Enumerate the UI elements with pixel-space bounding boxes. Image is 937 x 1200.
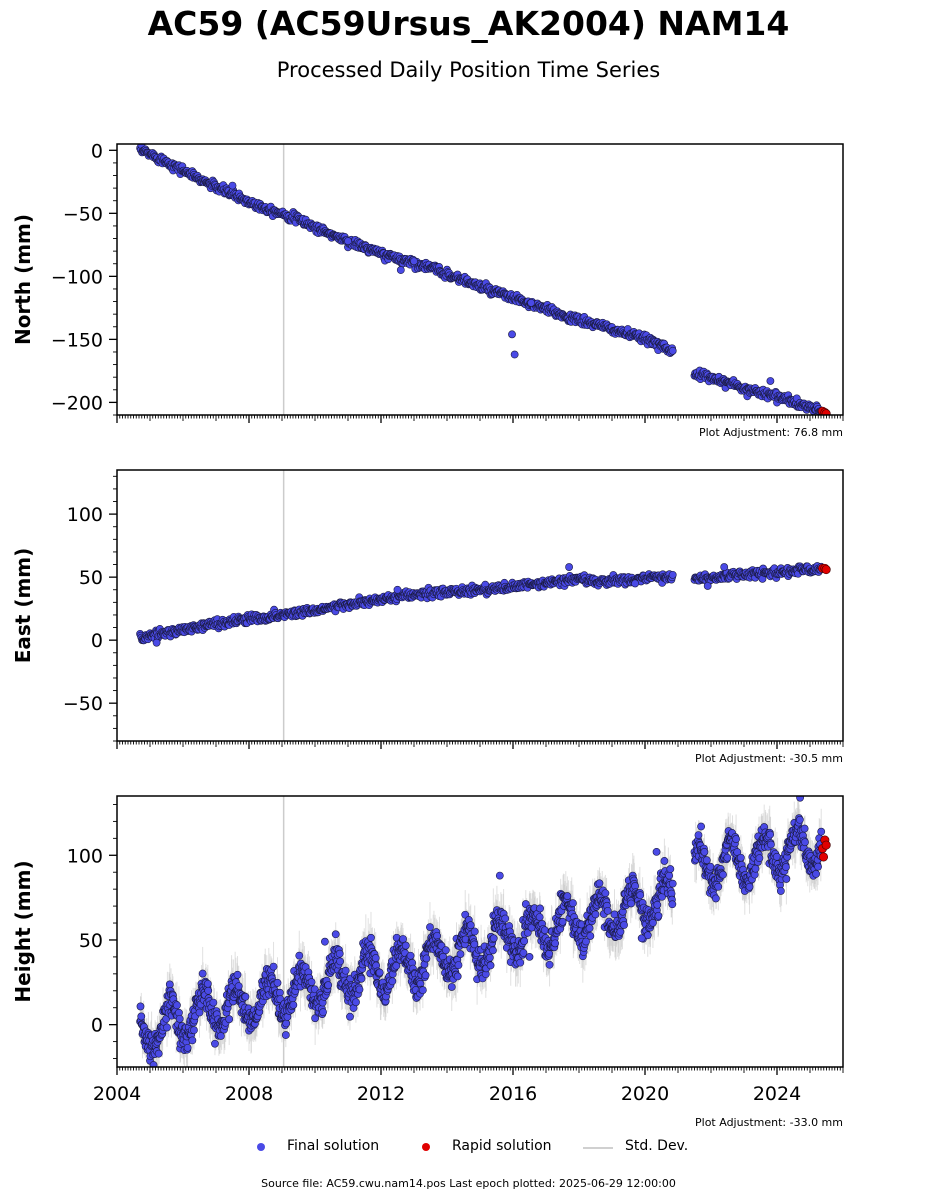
final-point <box>289 1001 298 1009</box>
final-point <box>273 978 282 987</box>
final-point-outlier <box>766 377 775 385</box>
final-point-outlier <box>344 237 352 245</box>
final-point <box>190 1026 198 1035</box>
final-point <box>399 935 407 943</box>
final-point <box>183 1043 192 1052</box>
final-point <box>668 346 677 355</box>
final-point <box>188 1036 197 1045</box>
plot-adjustment: Plot Adjustment: 76.8 mm <box>699 426 843 439</box>
x-ticks <box>116 741 844 749</box>
final-point-outlier <box>631 579 639 588</box>
rapid-point <box>821 565 831 575</box>
final-point <box>401 941 410 950</box>
final-point-outlier <box>510 350 519 359</box>
final-point <box>175 1014 184 1023</box>
final-point-outlier <box>703 582 712 590</box>
final-point <box>341 966 350 975</box>
plot-area <box>136 470 831 741</box>
final-point <box>198 969 207 978</box>
y-axis-label: North (mm) <box>11 214 35 345</box>
final-point <box>203 979 212 988</box>
north-panel: 0 −50 −100 −150 −200 North (mm) Plot Adjustmen… <box>11 140 844 439</box>
plot-area <box>136 796 831 1067</box>
final-point <box>371 954 380 962</box>
final-point-outlier <box>152 638 161 647</box>
final-point <box>211 1039 219 1048</box>
final-point <box>154 1049 163 1058</box>
east-panel: 100 50 0 −50 East (mm) Plot Adjustment: -30.5… <box>11 469 844 765</box>
y-tick-label: −50 <box>63 693 103 715</box>
final-point <box>136 1002 145 1011</box>
final-point <box>406 951 415 960</box>
std-dev-bars <box>139 799 822 1067</box>
final-point <box>388 977 397 986</box>
final-point <box>668 570 677 579</box>
final-point <box>149 1061 158 1067</box>
final-point-outlier <box>228 181 237 190</box>
final-point-outlier <box>720 563 729 571</box>
final-point <box>163 1023 171 1032</box>
final-point-outlier <box>527 298 536 307</box>
final-point-outlier <box>393 585 402 594</box>
final-point <box>233 970 242 979</box>
y-axis-label: East (mm) <box>11 548 35 664</box>
final-point <box>375 968 384 977</box>
final-point <box>165 980 174 989</box>
final-point <box>282 1019 291 1028</box>
final-point <box>173 1001 181 1010</box>
final-points <box>136 144 826 415</box>
y-tick-label: 100 <box>67 504 103 526</box>
final-point <box>195 1008 204 1017</box>
x-ticks <box>116 415 844 423</box>
final-point <box>367 933 375 942</box>
final-point <box>335 949 344 958</box>
final-point <box>295 951 304 960</box>
y-tick-label: 0 <box>91 140 103 162</box>
y-tick-label: −200 <box>51 392 103 414</box>
plot-area <box>136 144 831 415</box>
y-ticks <box>109 149 117 416</box>
rapid-point <box>821 409 831 415</box>
y-tick-label: 50 <box>79 567 103 589</box>
final-point <box>209 998 218 1007</box>
final-point <box>336 957 344 966</box>
final-point <box>319 1008 327 1017</box>
final-point-outlier <box>396 266 405 274</box>
final-point <box>234 982 243 991</box>
final-point <box>241 992 250 1001</box>
final-point <box>331 930 340 939</box>
final-point <box>352 998 360 1007</box>
y-ticks <box>109 475 117 742</box>
final-point <box>324 981 333 990</box>
final-point <box>355 985 364 994</box>
final-point <box>137 1012 146 1021</box>
final-points <box>136 796 826 1067</box>
final-point <box>392 961 401 970</box>
plot-adjustment: Plot Adjustment: -30.5 mm <box>695 752 843 765</box>
final-point <box>310 985 319 994</box>
final-point <box>346 1012 354 1021</box>
final-point-outlier <box>410 257 418 266</box>
chart-subtitle: Processed Daily Position Time Series <box>276 58 661 82</box>
final-points <box>136 562 826 647</box>
final-point-outlier <box>565 563 573 571</box>
final-point <box>357 974 366 983</box>
final-point-outlier <box>508 330 516 339</box>
final-point <box>204 986 213 995</box>
plot-frame <box>116 469 844 742</box>
final-point <box>281 1031 290 1039</box>
final-point <box>269 962 278 971</box>
final-point <box>225 1015 234 1024</box>
y-tick-label: −50 <box>63 203 103 225</box>
final-point <box>307 978 316 986</box>
y-tick-label: −150 <box>51 329 103 351</box>
y-tick-label: −100 <box>51 266 103 288</box>
chart-title: AC59 (AC59Ursus_AK2004) NAM14 <box>147 4 790 43</box>
y-tick-label: 0 <box>91 630 103 652</box>
